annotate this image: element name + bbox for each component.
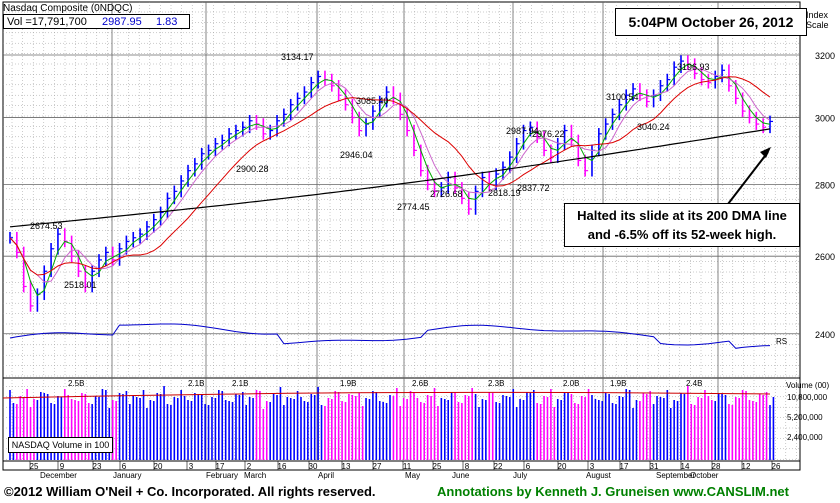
chart-header: Nasdaq Composite (0NDQC): [3, 3, 133, 14]
price-label: 2987.94: [506, 126, 539, 136]
x-tick-label: 11: [403, 462, 412, 471]
x-tick-label: 3: [189, 462, 194, 471]
volume-average-line: [2, 391, 771, 399]
rs-label: RS: [776, 337, 787, 346]
annotations-credit: Annotations by Kenneth J. Gruneisen www.…: [437, 484, 789, 499]
price-tick-label: 3000: [815, 114, 835, 124]
volume-label: 2.6B: [412, 379, 428, 388]
volume-label: 2.4B: [686, 379, 702, 388]
index-symbol: (0NDQC): [90, 3, 133, 14]
chart-frame: [2, 1, 801, 471]
price-label: 2818.19: [488, 188, 521, 198]
month-label: December: [40, 471, 77, 480]
ma20-line: [9, 68, 771, 283]
price-label: 2900.28: [236, 164, 269, 174]
x-tick-label: 30: [309, 462, 318, 471]
month-label: March: [244, 471, 266, 480]
x-tick-label: 16: [278, 462, 287, 471]
month-label: February: [206, 471, 238, 480]
volume-label: 1.9B: [340, 379, 356, 388]
x-tick-label: 22: [494, 462, 503, 471]
x-tick-label: 2: [247, 462, 252, 471]
volume-tick-label: 5,200,000: [787, 413, 823, 422]
x-tick-label: 17: [216, 462, 225, 471]
x-tick-label: 9: [60, 462, 65, 471]
rs-line: [9, 323, 771, 349]
price-label: 3196.93: [677, 62, 710, 72]
volume-label: 2.1B: [232, 379, 248, 388]
month-label: May: [405, 471, 420, 480]
x-tick-label: 27: [373, 462, 382, 471]
price-label: 3100.54: [606, 92, 639, 102]
volume-label: 2.3B: [488, 379, 504, 388]
price-label: 2726.68: [430, 189, 463, 199]
price-label: 2946.04: [340, 150, 373, 160]
price-tick-label: 2800: [815, 180, 835, 190]
x-tick-label: 13: [342, 462, 351, 471]
price-label: 2976.22: [532, 129, 565, 139]
ma10-line: [9, 63, 771, 297]
price-tick-label: 3200: [815, 51, 835, 61]
volume-axis-title: Volume (00): [786, 381, 829, 390]
volume-label: 2.1B: [188, 379, 204, 388]
month-label: August: [586, 471, 612, 480]
annotation-arrowhead: [760, 147, 771, 158]
x-tick-label: 20: [154, 462, 163, 471]
x-tick-label: 25: [30, 462, 39, 471]
month-label: January: [113, 471, 141, 480]
annotation-arrow: [727, 151, 769, 205]
volume-tick-label: 10,800,000: [787, 393, 828, 402]
volume-readout: Vol =17,791,700: [7, 16, 87, 28]
x-tick-label: 12: [742, 462, 751, 471]
price-label: 2518.01: [64, 280, 97, 290]
x-tick-label: 31: [650, 462, 659, 471]
price-label: 3085.40: [356, 96, 389, 106]
x-tick-label: 17: [620, 462, 629, 471]
volume-label: 2.5B: [68, 379, 84, 388]
price-readout: 2987.95: [102, 16, 142, 28]
index-name: Nasdaq Composite: [3, 3, 89, 14]
copyright-text: ©2012 William O'Neil + Co. Incorporated.…: [4, 484, 376, 499]
x-tick-label: 14: [681, 462, 690, 471]
change-readout: 1.83: [156, 16, 178, 28]
index-scale-label: Index Scale: [806, 10, 829, 30]
x-tick-label: 23: [93, 462, 102, 471]
price-tick-label: 2400: [815, 330, 835, 340]
x-tick-label: 26: [772, 462, 781, 471]
x-tick-label: 6: [526, 462, 531, 471]
volume-tick-label: 2,400,000: [787, 433, 823, 442]
x-tick-label: 25: [433, 462, 442, 471]
x-tick-label: 3: [590, 462, 595, 471]
month-label: September: [656, 471, 695, 480]
ma200-line: [9, 128, 771, 228]
month-label: July: [513, 471, 527, 480]
timestamp-box: 5:04PM October 26, 2012: [615, 8, 807, 36]
price-label: 2774.45: [397, 202, 430, 212]
month-label: June: [452, 471, 470, 480]
ma50-line: [9, 76, 771, 276]
x-tick-label: 6: [122, 462, 127, 471]
volume-label: 1.9B: [610, 379, 626, 388]
month-label: April: [318, 471, 334, 480]
x-tick-label: 28: [712, 462, 721, 471]
annotation-note: Halted its slide at its 200 DMA line and…: [564, 203, 800, 247]
volume-label-box: NASDAQ Volume in 100: [8, 437, 113, 453]
quote-box: Vol =17,791,700 2987.95 1.83: [3, 14, 190, 29]
price-label: 2837.72: [517, 183, 550, 193]
price-label: 2674.53: [30, 221, 63, 231]
price-tick-label: 2600: [815, 252, 835, 262]
price-label: 3040.24: [637, 122, 670, 132]
volume-label: 2.0B: [563, 379, 579, 388]
month-label: October: [690, 471, 719, 480]
x-tick-label: 20: [558, 462, 567, 471]
price-label: 3134.17: [281, 52, 314, 62]
x-tick-label: 8: [465, 462, 470, 471]
